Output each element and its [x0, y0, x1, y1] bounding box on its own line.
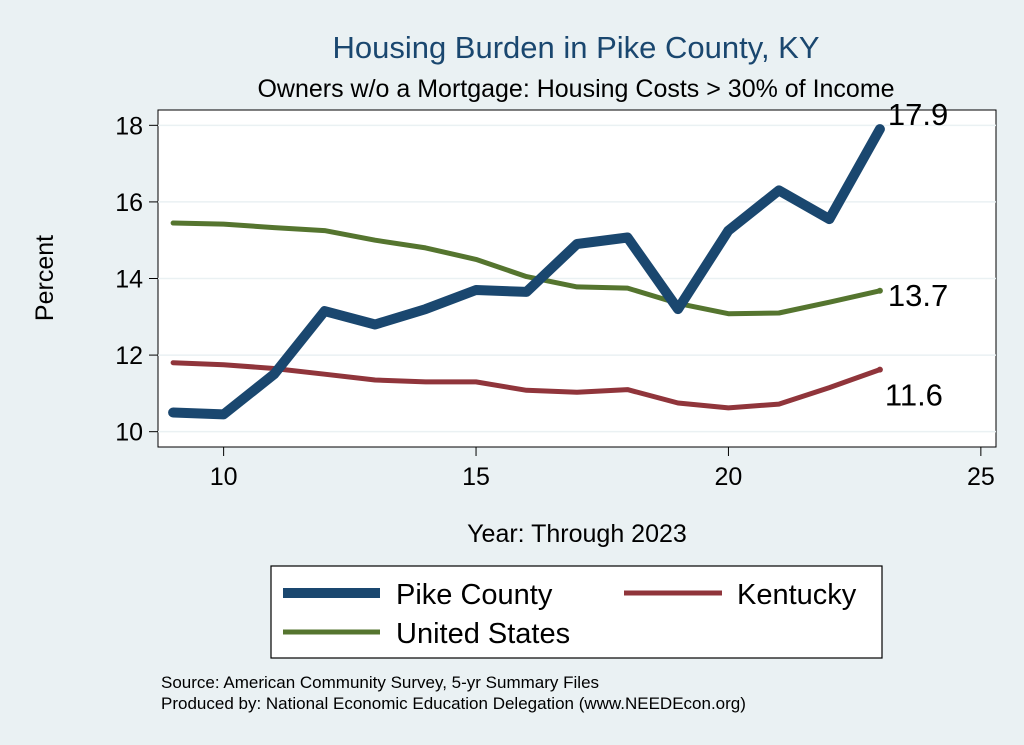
- series-line-pike-county: [168, 124, 885, 420]
- series-lines: [168, 124, 885, 420]
- y-tick-label: 18: [115, 112, 143, 140]
- series-line-united-states: [170, 220, 883, 317]
- end-label-kentucky: 11.6: [885, 378, 943, 413]
- series-marker: [875, 125, 884, 134]
- y-tick-label: 12: [115, 342, 143, 370]
- series-marker: [876, 287, 883, 294]
- source-note: Source: American Community Survey, 5-yr …: [161, 673, 599, 692]
- series-line-kentucky: [170, 360, 883, 411]
- y-tick-label: 14: [115, 266, 143, 294]
- legend-label-united-states: United States: [396, 618, 570, 650]
- chart-subtitle: Owners w/o a Mortgage: Housing Costs > 3…: [257, 75, 894, 103]
- legend-box: [270, 565, 883, 659]
- end-label-united-states: 13.7: [888, 278, 948, 313]
- end-label-pike-county: 17.9: [888, 97, 948, 132]
- y-tick-label: 16: [115, 189, 143, 217]
- y-axis-title: Percent: [31, 235, 59, 321]
- producer-note: Produced by: National Economic Education…: [161, 694, 746, 713]
- chart-title: Housing Burden in Pike County, KY: [332, 30, 819, 65]
- x-axis-title: Year: Through 2023: [467, 520, 687, 548]
- axes: 10 12 14 16 18 10 15 20 25: [115, 112, 995, 491]
- legend: Pike County Kentucky United States: [270, 565, 883, 659]
- x-tick-label: 10: [210, 463, 238, 491]
- gridlines: [158, 124, 996, 433]
- series-marker: [876, 366, 883, 373]
- x-tick-label: 15: [462, 463, 490, 491]
- end-labels: 17.9 11.6 13.7: [885, 97, 948, 412]
- y-tick-label: 10: [115, 419, 143, 447]
- x-tick-label: 25: [967, 463, 995, 491]
- x-tick-label: 20: [715, 463, 743, 491]
- legend-label-pike-county: Pike County: [396, 579, 553, 611]
- legend-label-kentucky: Kentucky: [737, 579, 857, 611]
